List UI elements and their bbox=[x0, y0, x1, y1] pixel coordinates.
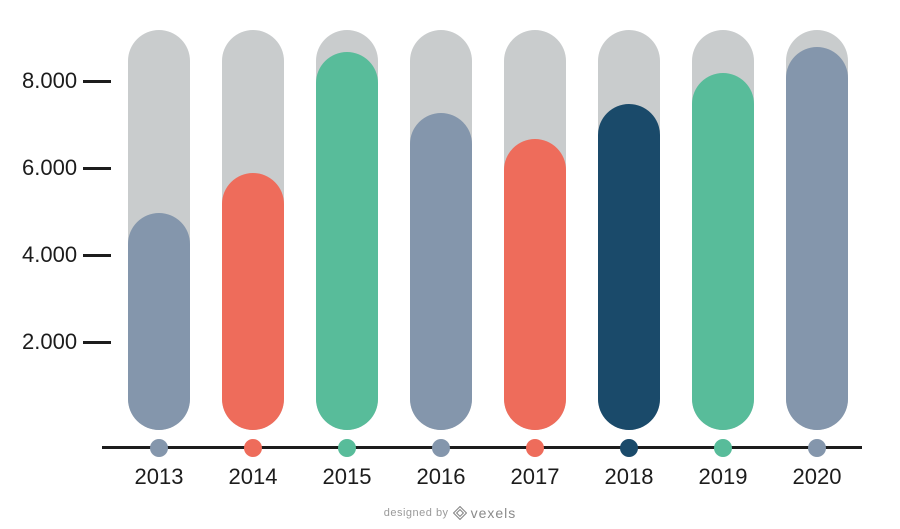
x-axis-dot bbox=[808, 439, 826, 457]
y-axis-labels: 2.000 4.000 6.000 8.000 bbox=[0, 30, 122, 430]
x-tick-label: 2013 bbox=[135, 464, 184, 490]
x-tick-label: 2016 bbox=[417, 464, 466, 490]
y-tick: 6.000 bbox=[22, 155, 111, 181]
bar-fill bbox=[504, 139, 566, 430]
bar-fill bbox=[410, 113, 472, 430]
bar-track bbox=[692, 30, 754, 430]
credit-line: designed by vexels bbox=[0, 505, 900, 521]
bar-track bbox=[128, 30, 190, 430]
credit-prefix: designed by bbox=[384, 507, 449, 519]
bar-fill bbox=[786, 47, 848, 430]
x-axis-dot bbox=[714, 439, 732, 457]
y-tick-label: 2.000 bbox=[22, 329, 77, 355]
y-tick-mark bbox=[83, 80, 111, 83]
x-tick-label: 2014 bbox=[229, 464, 278, 490]
x-axis-dot bbox=[338, 439, 356, 457]
x-tick-label: 2020 bbox=[793, 464, 842, 490]
x-axis-dot bbox=[150, 439, 168, 457]
chart-stage: 2.000 4.000 6.000 8.000 2013 2014 2015 2016 201… bbox=[0, 0, 900, 529]
x-axis-dot bbox=[244, 439, 262, 457]
y-tick-mark bbox=[83, 341, 111, 344]
bar-track bbox=[786, 30, 848, 430]
x-axis-line bbox=[102, 446, 862, 449]
x-axis-dot bbox=[620, 439, 638, 457]
x-tick-label: 2018 bbox=[605, 464, 654, 490]
y-tick-label: 6.000 bbox=[22, 155, 77, 181]
bar-fill bbox=[222, 173, 284, 430]
y-tick-mark bbox=[83, 167, 111, 170]
plot-area bbox=[122, 30, 872, 430]
y-tick: 4.000 bbox=[22, 242, 111, 268]
bar-fill bbox=[316, 52, 378, 430]
bar-track bbox=[316, 30, 378, 430]
y-tick: 2.000 bbox=[22, 329, 111, 355]
y-tick-label: 4.000 bbox=[22, 242, 77, 268]
x-tick-label: 2017 bbox=[511, 464, 560, 490]
x-tick-label: 2015 bbox=[323, 464, 372, 490]
x-axis-dot bbox=[432, 439, 450, 457]
credit-brand: vexels bbox=[471, 505, 517, 521]
y-tick-mark bbox=[83, 254, 111, 257]
bar-track bbox=[222, 30, 284, 430]
bar-fill bbox=[692, 73, 754, 430]
bar-track bbox=[598, 30, 660, 430]
bar-fill bbox=[598, 104, 660, 430]
bar-track bbox=[504, 30, 566, 430]
bars-layer bbox=[122, 30, 872, 430]
bar-fill bbox=[128, 213, 190, 430]
x-axis-dot bbox=[526, 439, 544, 457]
y-tick-label: 8.000 bbox=[22, 68, 77, 94]
y-tick: 8.000 bbox=[22, 68, 111, 94]
x-tick-label: 2019 bbox=[699, 464, 748, 490]
vexels-logo-icon bbox=[453, 506, 467, 520]
bar-track bbox=[410, 30, 472, 430]
